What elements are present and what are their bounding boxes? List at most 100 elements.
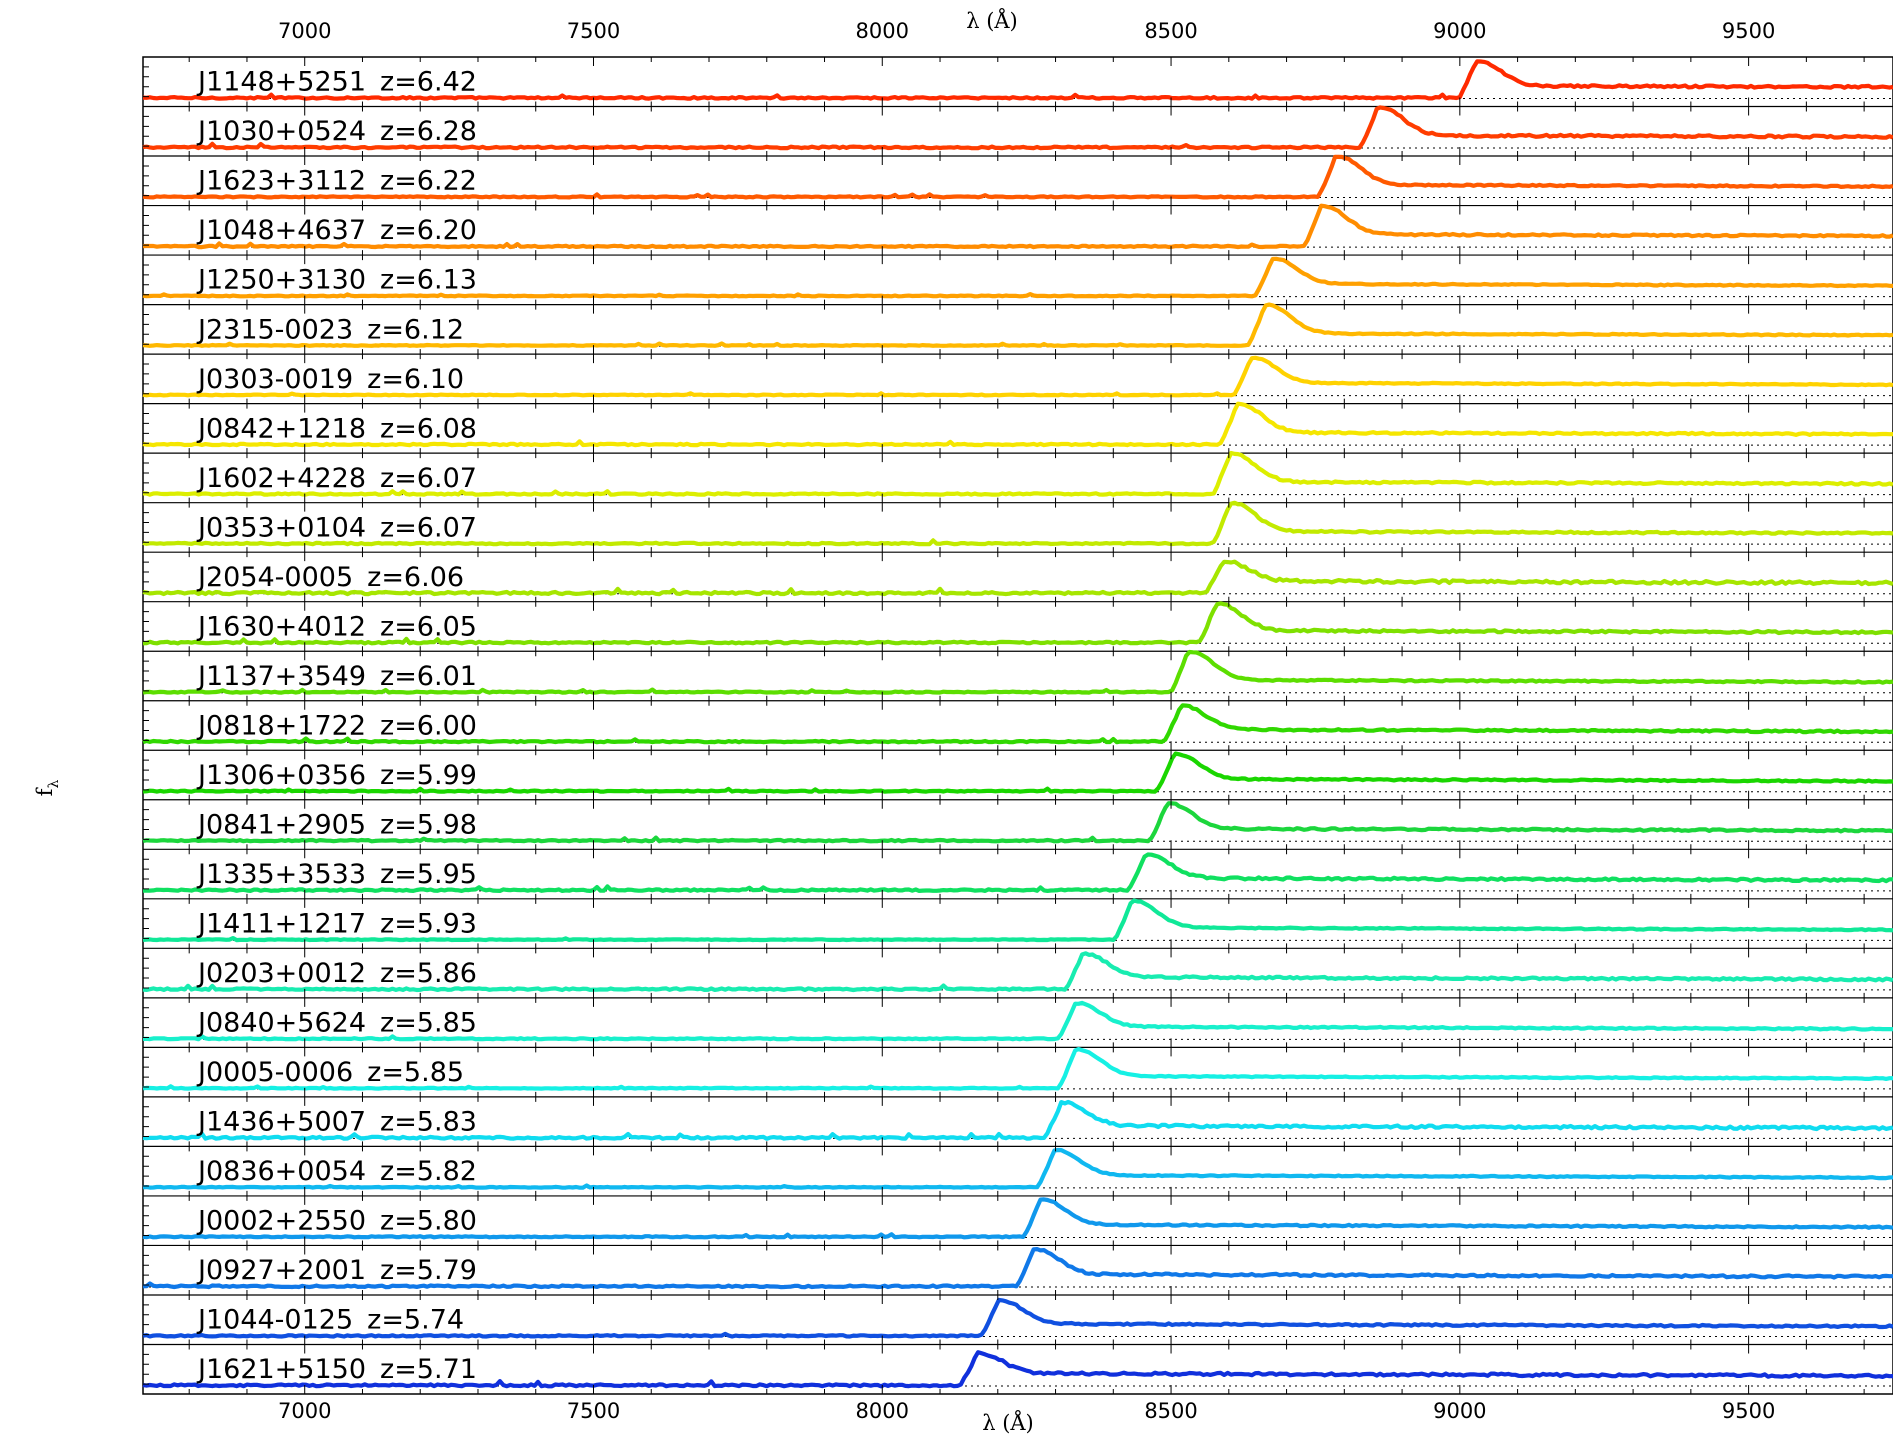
quasar-name: J2054-0005 [196,562,353,593]
panel-y-ticks [143,265,149,295]
quasar-name: J0836+0054 [196,1156,366,1187]
quasar-name: J0353+0104 [196,512,366,543]
panel-y-ticks [143,166,149,196]
quasar-name: J1148+5251 [196,67,366,98]
quasar-redshift: z=5.79 [380,1255,477,1286]
quasar-redshift: z=5.82 [380,1156,477,1187]
quasar-redshift: z=5.83 [380,1107,477,1138]
quasar-name: J0303-0019 [196,364,353,395]
quasar-name: J1602+4228 [196,463,366,494]
panel-y-ticks [143,364,149,394]
quasar-label: J1030+0524 z=6.28 [196,116,477,147]
quasar-name: J1306+0356 [196,760,366,791]
quasar-redshift: z=6.28 [380,116,477,147]
quasar-redshift: z=5.86 [380,958,477,989]
quasar-label: J1044-0125 z=5.74 [196,1305,464,1336]
quasar-label: J2315-0023 z=6.12 [196,314,464,345]
panel-y-ticks [143,1156,149,1186]
quasar-name: J0818+1722 [196,710,366,741]
panel-y-ticks [143,1057,149,1087]
quasar-label: J1148+5251 z=6.42 [196,67,477,98]
panel-y-ticks [143,760,149,790]
panel-y-ticks [143,1008,149,1038]
quasar-redshift: z=6.12 [367,314,464,345]
x-tick-label-top: 8500 [1144,19,1197,43]
quasar-name: J1411+1217 [196,908,366,939]
quasar-redshift: z=6.07 [380,463,477,494]
quasar-redshift: z=6.20 [380,215,477,246]
x-axis-title-bottom: λ (Å) [982,1410,1034,1435]
quasar-redshift: z=6.00 [380,710,477,741]
quasar-name: J1137+3549 [196,661,366,692]
panel-y-ticks [143,612,149,642]
quasar-label: J0002+2550 z=5.80 [196,1206,477,1237]
x-tick-label-bottom: 7500 [567,1399,620,1423]
quasar-name: J1436+5007 [196,1107,366,1138]
panel-y-ticks [143,513,149,543]
quasar-label: J1436+5007 z=5.83 [196,1107,477,1138]
quasar-redshift: z=5.95 [380,859,477,890]
quasar-redshift: z=5.85 [367,1057,464,1088]
panel-y-ticks [143,958,149,988]
quasar-name: J1030+0524 [196,116,366,147]
x-tick-label-top: 8000 [856,19,909,43]
quasar-redshift: z=6.07 [380,512,477,543]
quasar-redshift: z=6.05 [380,611,477,642]
quasar-redshift: z=5.74 [367,1305,464,1336]
panel-y-ticks [143,1107,149,1137]
panel-y-ticks [143,67,149,97]
panel-y-ticks [143,116,149,146]
quasar-label: J0203+0012 z=5.86 [196,958,477,989]
panel-y-ticks [143,859,149,889]
panel-y-ticks [143,909,149,939]
quasar-name: J0840+5624 [196,1008,366,1039]
quasar-redshift: z=5.80 [380,1206,477,1237]
quasar-label: J0836+0054 z=5.82 [196,1156,477,1187]
panel-y-ticks [143,314,149,344]
quasar-label: J2054-0005 z=6.06 [196,562,464,593]
quasar-label: J0005-0006 z=5.85 [196,1057,464,1088]
panel-y-ticks [143,711,149,741]
quasar-label: J0840+5624 z=5.85 [196,1008,477,1039]
y-axis-title: fλ [33,780,62,797]
quasar-label: J1623+3112 z=6.22 [196,166,477,197]
labels-layer: 7000700075007500800080008500850090009000… [196,19,1775,1423]
quasar-name: J0005-0006 [196,1057,353,1088]
quasar-redshift: z=5.99 [380,760,477,791]
quasar-redshift: z=5.93 [380,908,477,939]
x-tick-label-bottom: 7000 [278,1399,331,1423]
x-tick-label-top: 7500 [567,19,620,43]
quasar-label: J1048+4637 z=6.20 [196,215,477,246]
quasar-redshift: z=6.06 [367,562,464,593]
quasar-label: J1306+0356 z=5.99 [196,760,477,791]
quasar-label: J0818+1722 z=6.00 [196,710,477,741]
panel-y-ticks [143,463,149,493]
quasar-name: J1335+3533 [196,859,366,890]
quasar-redshift: z=6.22 [380,166,477,197]
quasar-name: J0927+2001 [196,1255,366,1286]
quasar-label: J0927+2001 z=5.79 [196,1255,477,1286]
quasar-name: J1044-0125 [196,1305,353,1336]
panel-y-ticks [143,215,149,245]
quasar-redshift: z=5.98 [380,809,477,840]
y-axis-title-subscript: λ [46,780,62,789]
quasar-label: J1250+3130 z=6.13 [196,265,477,296]
quasar-label: J0303-0019 z=6.10 [196,364,464,395]
x-tick-label-bottom: 8000 [856,1399,909,1423]
quasar-label: J1602+4228 z=6.07 [196,463,477,494]
panel-y-ticks [143,414,149,444]
quasar-label: J1335+3533 z=5.95 [196,859,477,890]
quasar-redshift: z=5.85 [380,1008,477,1039]
panel-y-ticks [143,1305,149,1335]
x-tick-label-top: 7000 [278,19,331,43]
quasar-redshift: z=6.01 [380,661,477,692]
panel-y-ticks [143,810,149,840]
quasar-name: J0203+0012 [196,958,366,989]
quasar-redshift: z=6.13 [380,265,477,296]
quasar-label: J1411+1217 z=5.93 [196,908,477,939]
quasar-name: J1250+3130 [196,265,366,296]
quasar-name: J0842+1218 [196,413,366,444]
quasar-name: J1623+3112 [196,166,366,197]
